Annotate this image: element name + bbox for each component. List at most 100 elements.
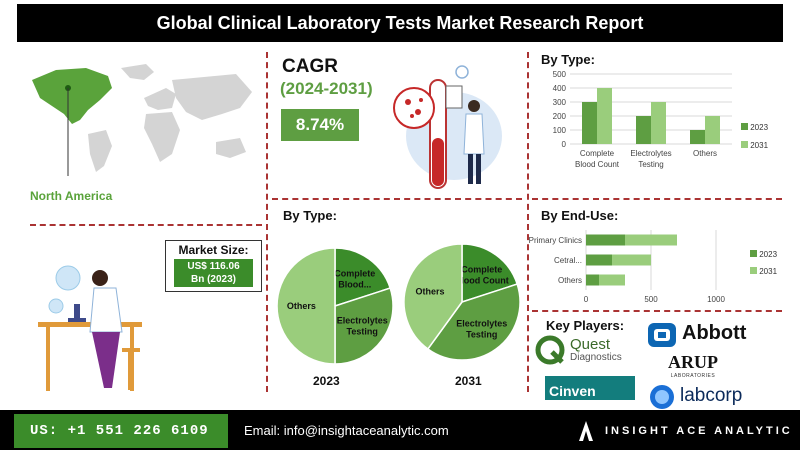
x-tick-label: 0 (584, 295, 589, 304)
y-tick-label: 0 (562, 140, 567, 149)
pie-slice-label: Others (415, 287, 444, 297)
market-size-value-line1: US$ 116.06 (187, 261, 240, 272)
divider-right-h2 (532, 310, 782, 312)
legend-label-2031: 2031 (759, 267, 778, 276)
arup-logo: ARUP LABORATORIES (653, 352, 733, 382)
quest-diagnostics-logo: Quest Diagnostics (534, 334, 634, 366)
x-tick-label: Electrolytes (630, 149, 671, 158)
labcorp-word: labcorp (680, 385, 743, 406)
bar-2031 (625, 234, 677, 246)
bar-type-legend-2023: 2023 (741, 123, 768, 132)
x-tick-label: 1000 (707, 295, 725, 304)
bar-2031 (612, 254, 651, 266)
bar-2023 (582, 102, 597, 144)
bar-type-title: By Type: (541, 52, 595, 67)
y-tick-label: 100 (553, 126, 567, 135)
y-tick-label: Primary Clinics (529, 236, 582, 245)
legend-swatch-2023 (750, 250, 757, 257)
bar-2031 (651, 102, 666, 144)
pie-slice-label: Blood Count (455, 275, 509, 285)
legend-label-2023: 2023 (750, 123, 769, 132)
bar-2023 (586, 274, 599, 286)
market-size-value: US$ 116.06 Bn (2023) (174, 259, 253, 287)
insight-ace-logo-icon (579, 421, 593, 441)
pie-slice-label: Blood... (338, 279, 371, 289)
y-tick-label: 500 (553, 70, 567, 79)
north-america-shape (32, 68, 112, 124)
south-america-shape (88, 130, 112, 172)
pie-slice (461, 243, 519, 304)
x-tick-label: Others (693, 149, 717, 158)
bar-2031 (597, 88, 612, 144)
legend-label-2023: 2023 (759, 250, 778, 259)
bar-enduse-legend-2023: 2023 (750, 250, 777, 259)
divider-left (266, 52, 268, 392)
pie-slice-label: Complete (334, 268, 375, 278)
bar-enduse-legend-2031: 2031 (750, 267, 777, 276)
bar-2031 (599, 274, 625, 286)
y-tick-label: 300 (553, 98, 567, 107)
key-players-title: Key Players: (546, 318, 625, 333)
pie-slice (334, 287, 394, 365)
x-tick-label: Testing (638, 160, 663, 169)
market-size-label: Market Size: (178, 243, 249, 257)
email-link[interactable]: Email: info@insightaceanalytic.com (244, 423, 449, 438)
report-title: Global Clinical Laboratory Tests Market … (17, 4, 783, 42)
africa-shape (144, 112, 180, 162)
bar-2023 (586, 254, 612, 266)
pie-slice (426, 283, 521, 361)
legend-swatch-2031 (741, 141, 748, 148)
cagr-label: CAGR (282, 56, 338, 77)
x-tick-label: Blood Count (575, 160, 620, 169)
y-tick-label: Others (558, 276, 582, 285)
pie-slice-label: Electrolytes (456, 319, 507, 329)
pie-slice-label: Others (287, 301, 316, 311)
europe-shape (144, 88, 176, 110)
greenland-shape (121, 64, 154, 80)
bar-2023 (636, 116, 651, 144)
market-size-box: Market Size: US$ 116.06 Bn (2023) (165, 240, 262, 292)
pie-slice (403, 243, 463, 350)
quest-word: Quest (570, 336, 611, 353)
x-tick-label: Complete (580, 149, 615, 158)
divider-mid-h (272, 198, 522, 200)
bar-chart-by-type: 0 100 200 300 400 500 Complete Blood Count Elect… (553, 70, 732, 169)
abbott-word: Abbott (682, 322, 747, 344)
abbott-icon (648, 323, 676, 347)
y-tick-label: 200 (553, 112, 567, 121)
quest-q-icon (535, 335, 565, 365)
pie-2031-caption: 2031 (455, 374, 482, 388)
microscope-scientist-illustration (38, 265, 142, 391)
bar-2023 (586, 234, 625, 246)
market-size-value-line2: Bn (2023) (190, 274, 236, 285)
australia-shape (216, 138, 246, 158)
bar-enduse-title: By End-Use: (541, 208, 619, 223)
pie-slice-label: Testing (466, 330, 497, 340)
y-tick-label: 400 (553, 84, 567, 93)
bar-type-legend-2031: 2031 (741, 141, 768, 150)
lab-scientist-illustration (393, 65, 502, 189)
pie-slice-label: Testing (347, 326, 378, 336)
brand-name: INSIGHT ACE ANALYTIC (605, 425, 793, 437)
world-map (32, 64, 252, 176)
legend-swatch-2023 (741, 123, 748, 130)
divider-right-h (532, 198, 782, 200)
labcorp-logo: labcorp (650, 384, 760, 410)
divider-left-h (30, 224, 262, 226)
bar-chart-by-end-use: 0 500 1000 Primary Clinics Cetral... Others (529, 230, 725, 304)
cinven-logo: Cinven (545, 376, 635, 400)
pie-slice (276, 247, 336, 365)
pie-slice-label: Electrolytes (337, 315, 388, 325)
phone-number[interactable]: US: +1 551 226 6109 (14, 414, 228, 448)
bar-2031 (705, 116, 720, 144)
pie-type-title: By Type: (283, 208, 337, 223)
abbott-logo: Abbott (648, 322, 748, 348)
pie-slice-label: Complete (461, 264, 502, 274)
labcorp-icon (650, 385, 674, 409)
arup-word: ARUP (668, 352, 718, 372)
divider-right (527, 52, 529, 392)
legend-swatch-2031 (750, 267, 757, 274)
cagr-value: 8.74% (281, 109, 359, 141)
